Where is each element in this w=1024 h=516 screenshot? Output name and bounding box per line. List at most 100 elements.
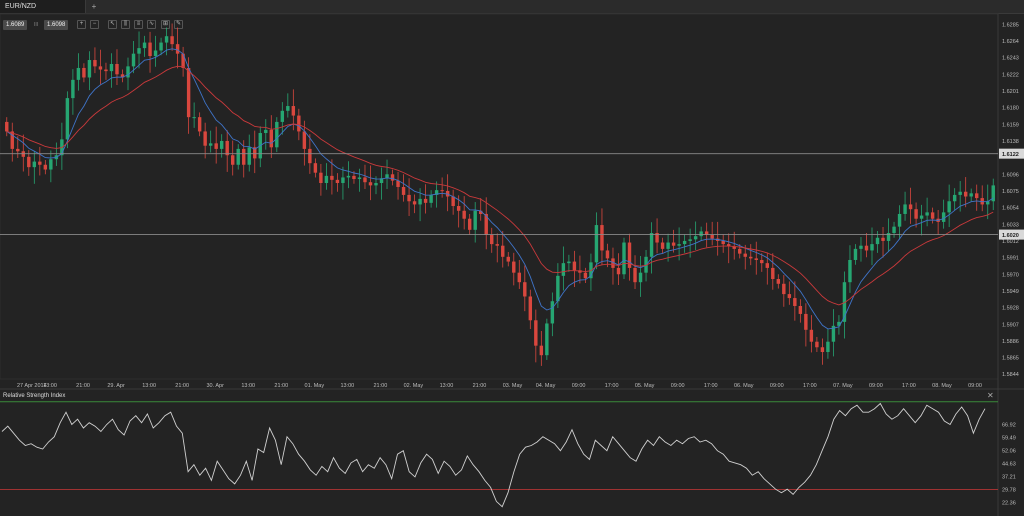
price-tick-label: 1.5865 [1002, 356, 1019, 362]
line-icon[interactable]: ∿ [147, 20, 156, 29]
candle-down [104, 69, 108, 72]
candle-up [991, 185, 995, 202]
rsi-tick-label: 22.36 [1002, 501, 1016, 507]
candle-up [688, 239, 692, 241]
time-tick-label: 13:00 [440, 383, 454, 389]
candle-down [782, 283, 786, 295]
time-tick-label: 05. May [635, 383, 655, 389]
rsi-line [1, 402, 986, 508]
candle-down [539, 345, 544, 356]
candle-down [214, 143, 218, 149]
candle-up [374, 183, 378, 186]
candle-down [798, 306, 803, 314]
indicators-icon[interactable]: ⊞ [161, 20, 170, 29]
candle-down [760, 259, 764, 264]
candle-down [203, 131, 207, 146]
candle-down [319, 172, 323, 184]
draw-icon[interactable]: ✎ [174, 20, 183, 29]
time-tick-label: 17:00 [902, 383, 916, 389]
candle-down [231, 155, 235, 165]
cursor-icon[interactable]: ↖ [108, 20, 117, 29]
price-tick-label: 1.6222 [1002, 72, 1019, 78]
candle-up [341, 177, 345, 184]
price-tick-label: 1.6075 [1002, 189, 1019, 195]
candle-down [291, 106, 296, 116]
candle-down [38, 161, 42, 165]
time-tick-label: 08. May [932, 383, 952, 389]
rsi-panel-title: Relative Strength Index [3, 393, 66, 399]
candle-down [749, 256, 753, 259]
candle-down [600, 225, 604, 251]
candle-up [947, 201, 951, 213]
candle-down [440, 190, 444, 192]
price-tick-label: 1.6180 [1002, 106, 1019, 112]
candle-down [633, 267, 637, 283]
time-tick-label: 09:00 [968, 383, 982, 389]
candle-down [627, 242, 632, 268]
candle-up [870, 244, 874, 251]
level-price-label: 1.6020 [1002, 233, 1019, 239]
time-tick-label: 01. May [305, 383, 325, 389]
level-price-tag [999, 229, 1024, 240]
candles-icon[interactable]: ⫼ [121, 20, 130, 29]
candle-down [302, 131, 307, 149]
candle-up [853, 248, 858, 260]
candle-down [148, 42, 152, 57]
candle-down [484, 213, 488, 235]
ask-price[interactable]: 1.6098 [44, 20, 69, 30]
add-tab-button[interactable]: + [91, 2, 97, 11]
candle-down [181, 53, 185, 68]
candle-down [908, 204, 913, 210]
time-tick-label: 30. Apr [206, 383, 224, 389]
time-tick-label: 17:00 [803, 383, 817, 389]
candle-down [120, 74, 125, 78]
candle-down [330, 175, 334, 180]
time-tick-label: 13:00 [43, 383, 57, 389]
candle-up [693, 236, 698, 240]
candle-up [550, 301, 555, 324]
candle-up [952, 194, 957, 202]
candle-down [82, 67, 86, 78]
candle-down [743, 253, 747, 257]
candle-down [930, 212, 935, 219]
candle-down [456, 206, 461, 211]
candle-up [208, 143, 213, 146]
rsi-tick-label: 29.78 [1002, 488, 1016, 494]
candle-up [65, 98, 70, 140]
candle-down [115, 63, 119, 75]
close-rsi-icon[interactable]: ✕ [987, 391, 994, 400]
candle-up [886, 233, 891, 241]
candle-down [754, 258, 758, 260]
candle-up [76, 67, 81, 80]
bid-price[interactable]: 1.6089 [3, 20, 28, 30]
time-tick-label: 21:00 [473, 383, 487, 389]
zoom-in-icon[interactable]: + [77, 20, 86, 29]
bars-icon[interactable]: ≡ [134, 20, 143, 29]
candles-group [5, 23, 995, 366]
zoom-out-icon[interactable]: − [90, 20, 99, 29]
rsi-tick-label: 52.06 [1002, 449, 1016, 455]
candle-down [352, 175, 356, 180]
candle-up [346, 175, 351, 178]
candle-up [859, 245, 863, 249]
candle-down [771, 267, 775, 280]
candle-up [164, 36, 169, 43]
candle-down [335, 179, 340, 184]
time-tick-label: 07. May [833, 383, 853, 389]
candle-down [975, 193, 979, 199]
time-tick-label: 21:00 [274, 383, 288, 389]
candle-up [264, 129, 268, 134]
time-tick-label: 21:00 [373, 383, 387, 389]
candle-up [286, 106, 290, 111]
candle-down [197, 117, 202, 132]
candle-down [396, 180, 400, 187]
candle-up [561, 263, 566, 276]
candle-down [738, 248, 742, 254]
candle-down [809, 329, 814, 342]
candle-down [914, 209, 918, 219]
tab-eurnzd[interactable]: EUR/NZD [0, 0, 86, 13]
candle-down [467, 218, 472, 230]
candle-up [826, 341, 830, 353]
time-tick-label: 09:00 [869, 383, 883, 389]
